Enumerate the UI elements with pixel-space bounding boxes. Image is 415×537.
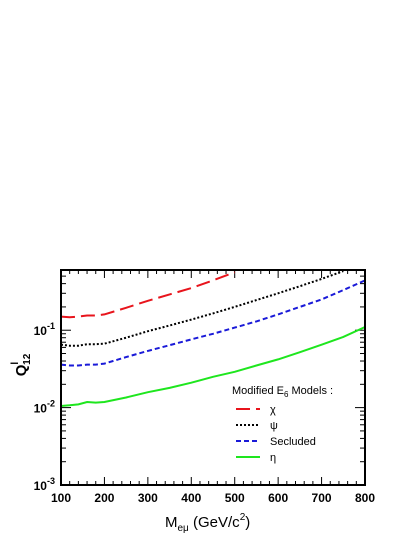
series-line [60,270,344,347]
x-tick-label: 700 [312,491,332,505]
y-tick-labels: 10-3 10-2 10-1 [34,321,55,493]
legend: χψ Secluded η [236,404,316,464]
x-tick-label: 400 [181,491,201,505]
x-tick-label: 800 [355,491,375,505]
x-tick-label: 100 [51,491,71,505]
svg-text:Ql12: Ql12 [10,353,33,376]
legend-label: χ [270,404,276,416]
legend-label: Secluded [270,436,316,448]
x-tick-label: 200 [94,491,114,505]
series-lines [60,270,366,407]
x-tick-labels: 100 200 300 400 500 600 700 800 [51,491,375,505]
y-tick-label: 10-3 [34,476,55,493]
series-line [60,326,366,407]
x-axis-title: Meμ (GeV/c2) [165,512,250,534]
legend-title: Modified E6 Models : [232,385,333,399]
legend-label: ψ [270,420,278,432]
y-axis-title: Ql12 [10,353,33,376]
x-tick-label: 500 [225,491,245,505]
x-tick-label: 600 [268,491,288,505]
series-line [60,271,236,319]
legend-label: η [270,452,276,464]
y-tick-label: 10-2 [34,399,55,416]
plot-frame [60,269,366,486]
series-line [60,279,366,367]
x-tick-label: 300 [138,491,158,505]
y-tick-label: 10-1 [34,321,55,338]
